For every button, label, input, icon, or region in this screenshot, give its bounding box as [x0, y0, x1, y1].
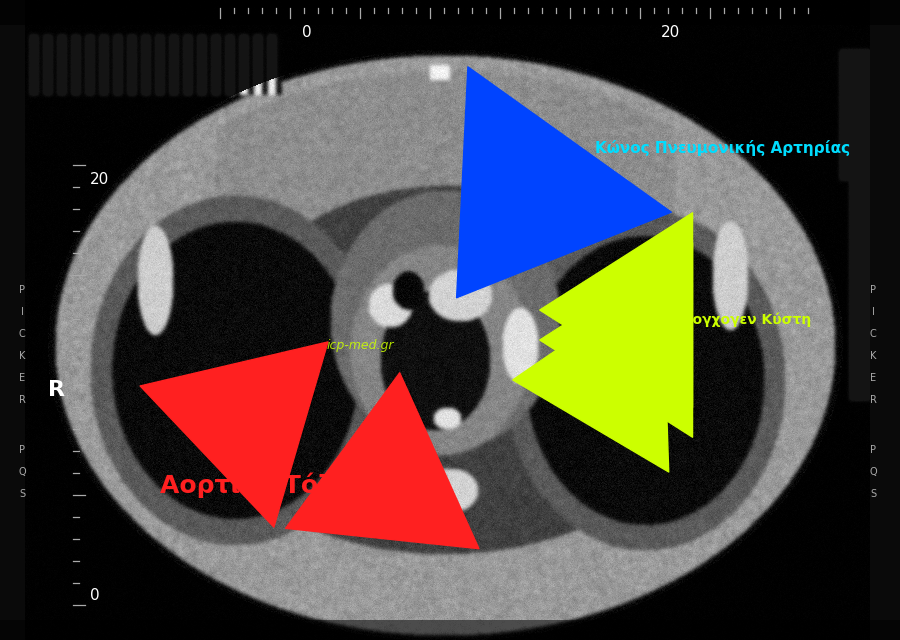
Text: E: E: [19, 373, 25, 383]
Text: P: P: [870, 285, 876, 295]
Text: icp-med.gr: icp-med.gr: [326, 339, 394, 351]
Text: Βρογχογεν Κύστη: Βρογχογεν Κύστη: [672, 313, 811, 327]
Text: 20: 20: [90, 173, 109, 188]
Text: I: I: [21, 307, 23, 317]
Text: E: E: [870, 373, 876, 383]
Text: C: C: [19, 329, 25, 339]
Text: 20: 20: [661, 25, 680, 40]
Text: Q: Q: [869, 467, 877, 477]
Text: Αορτικό Τόξο: Αορτικό Τόξο: [160, 472, 350, 498]
Text: S: S: [19, 489, 25, 499]
Text: Κώνος Πνευμονικής Αρτηρίας: Κώνος Πνευμονικής Αρτηρίας: [595, 140, 850, 156]
Text: R: R: [19, 395, 25, 405]
Text: 0: 0: [302, 25, 311, 40]
Text: Q: Q: [18, 467, 26, 477]
Text: 0: 0: [90, 588, 100, 602]
Text: C: C: [869, 329, 877, 339]
Text: K: K: [19, 351, 25, 361]
Text: K: K: [869, 351, 877, 361]
Text: I: I: [871, 307, 875, 317]
Text: R: R: [49, 380, 66, 400]
Text: P: P: [870, 445, 876, 455]
Text: P: P: [19, 285, 25, 295]
Text: S: S: [870, 489, 876, 499]
Text: P: P: [19, 445, 25, 455]
Text: R: R: [869, 395, 877, 405]
